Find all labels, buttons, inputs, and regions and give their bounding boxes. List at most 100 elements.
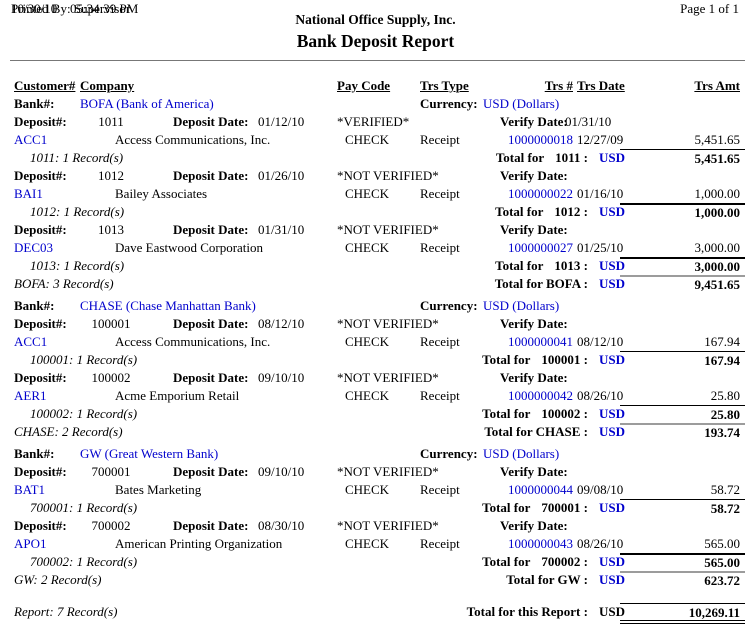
customer-company: Acme Emporium Retail xyxy=(115,388,240,403)
total-for-text: Total for xyxy=(482,406,531,421)
total-usd-link[interactable]: USD xyxy=(598,276,625,291)
deposit-total-row: 1013: 1 Record(s) Total for 1013 : USD 3… xyxy=(0,257,751,275)
customer-link[interactable]: ACC1 xyxy=(14,132,48,147)
trs-type: Receipt xyxy=(420,388,460,403)
trs-number-link[interactable]: 1000000027 xyxy=(508,240,573,255)
report-record-count: Report: 7 Record(s) xyxy=(14,604,118,619)
verify-status: *NOT VERIFIED* xyxy=(337,168,439,183)
bank-link[interactable]: GW (Great Western Bank) xyxy=(80,446,219,461)
trs-number-link[interactable]: 1000000044 xyxy=(508,482,573,497)
total-usd-link[interactable]: USD xyxy=(598,258,625,273)
trs-type: Receipt xyxy=(420,536,460,551)
trs-type: Receipt xyxy=(420,240,460,255)
total-for-text: Total for xyxy=(495,150,545,165)
print-date: 10/30/10 xyxy=(11,1,58,16)
deposit-number: 1012 xyxy=(98,168,124,183)
total-usd-link[interactable]: USD xyxy=(598,406,625,421)
print-time: 05:34:39 PM xyxy=(70,1,139,16)
bank-row: Bank#: CHASE (Chase Manhattan Bank) Curr… xyxy=(0,297,751,315)
total-usd-link[interactable]: USD xyxy=(598,352,625,367)
trs-type: Receipt xyxy=(420,334,460,349)
customer-company: Access Communications, Inc. xyxy=(115,132,271,147)
deposit-total-amount: 25.80 xyxy=(620,405,745,422)
deposit-date-label: Deposit Date: xyxy=(173,114,249,129)
deposit-header-row: Deposit#: 1012 Deposit Date: 01/26/10 *N… xyxy=(0,167,751,185)
deposit-total-label: Total for 700001 : USD xyxy=(482,501,625,515)
customer-link[interactable]: ACC1 xyxy=(14,334,48,349)
customer-link[interactable]: APO1 xyxy=(14,536,47,551)
total-deposit-num: 700002 : xyxy=(541,554,588,569)
total-usd-link[interactable]: USD xyxy=(598,150,625,165)
page-header: 10/30/10 05:34:39 PM National Office Sup… xyxy=(0,0,751,60)
report-total-double-rule xyxy=(620,620,745,624)
col-trs-type: Trs Type xyxy=(420,78,469,93)
page-number: Page 1 of 1 xyxy=(680,1,739,16)
trs-amount: 5,451.65 xyxy=(694,132,741,147)
currency-link[interactable]: USD (Dollars) xyxy=(483,298,560,313)
trs-date: 09/08/10 xyxy=(577,482,624,497)
bank-record-count: CHASE: 2 Record(s) xyxy=(14,424,123,439)
currency-link[interactable]: USD (Dollars) xyxy=(483,96,560,111)
deposit-number: 1011 xyxy=(98,114,124,129)
transaction-row: DEC03 Dave Eastwood Corporation CHECK Re… xyxy=(0,239,751,257)
verify-date-label: Verify Date: xyxy=(500,316,568,331)
customer-company: Dave Eastwood Corporation xyxy=(115,240,264,255)
customer-link[interactable]: DEC03 xyxy=(14,240,53,255)
total-for-report-text: Total for this Report : xyxy=(466,604,588,619)
deposit-total-amount: 5,451.65 xyxy=(620,149,745,166)
total-usd-link[interactable]: USD xyxy=(598,424,625,439)
trs-number-link[interactable]: 1000000018 xyxy=(508,132,573,147)
deposit-date-label: Deposit Date: xyxy=(173,518,249,533)
bank-link[interactable]: CHASE (Chase Manhattan Bank) xyxy=(80,298,256,313)
deposit-date: 09/10/10 xyxy=(258,464,305,479)
deposit-number: 700002 xyxy=(91,518,131,533)
col-customer: Customer# xyxy=(14,78,76,93)
trs-number-link[interactable]: 1000000043 xyxy=(508,536,573,551)
deposit-date: 01/12/10 xyxy=(258,114,305,129)
deposit-total-amount: 167.94 xyxy=(620,351,745,368)
deposit-header-row: Deposit#: 100001 Deposit Date: 08/12/10 … xyxy=(0,315,751,333)
customer-link[interactable]: BAI1 xyxy=(14,186,43,201)
trs-date: 12/27/09 xyxy=(577,132,624,147)
customer-link[interactable]: BAT1 xyxy=(14,482,46,497)
deposit-date-label: Deposit Date: xyxy=(173,464,249,479)
bank-label: Bank#: xyxy=(14,298,55,313)
deposit-total-row: 700002: 1 Record(s) Total for 700002 : U… xyxy=(0,553,751,571)
deposit-total-row: 100001: 1 Record(s) Total for 100001 : U… xyxy=(0,351,751,369)
total-usd-link[interactable]: USD xyxy=(598,500,625,515)
deposit-header-row: Deposit#: 1013 Deposit Date: 01/31/10 *N… xyxy=(0,221,751,239)
customer-link[interactable]: AER1 xyxy=(14,388,47,403)
trs-number-link[interactable]: 1000000042 xyxy=(508,388,573,403)
deposit-label: Deposit#: xyxy=(14,114,67,129)
total-usd-link[interactable]: USD xyxy=(598,204,625,219)
trs-number-link[interactable]: 1000000041 xyxy=(508,334,573,349)
pay-code: CHECK xyxy=(345,536,390,551)
col-trs-amt: Trs Amt xyxy=(694,78,740,93)
trs-date: 01/16/10 xyxy=(577,186,624,201)
transaction-row: ACC1 Access Communications, Inc. CHECK R… xyxy=(0,131,751,149)
trs-date: 08/26/10 xyxy=(577,388,624,403)
trs-type: Receipt xyxy=(420,186,460,201)
verify-date-label: Verify Date: xyxy=(500,114,568,129)
trs-number-link[interactable]: 1000000022 xyxy=(508,186,573,201)
bank-total-row: CHASE: 2 Record(s) Total for CHASE : USD… xyxy=(0,423,751,441)
deposit-total-label: Total for 1013 : USD xyxy=(495,259,625,273)
trs-amount: 25.80 xyxy=(710,388,740,403)
deposit-total-label: Total for 1011 : USD xyxy=(496,151,625,165)
deposit-number: 100002 xyxy=(91,370,131,385)
trs-amount: 58.72 xyxy=(710,482,740,497)
currency-link[interactable]: USD (Dollars) xyxy=(483,446,560,461)
deposit-record-count: 700001: 1 Record(s) xyxy=(30,500,138,515)
trs-type: Receipt xyxy=(420,482,460,497)
col-pay-code: Pay Code xyxy=(337,78,391,93)
deposit-label: Deposit#: xyxy=(14,168,67,183)
verify-date: 01/31/10 xyxy=(565,114,612,129)
customer-company: American Printing Organization xyxy=(115,536,283,551)
bank-link[interactable]: BOFA (Bank of America) xyxy=(80,96,214,111)
total-usd-link[interactable]: USD xyxy=(598,572,625,587)
total-usd-link[interactable]: USD xyxy=(598,554,625,569)
pay-code: CHECK xyxy=(345,186,390,201)
bank-total-amount: 193.74 xyxy=(620,423,745,440)
deposit-number: 700001 xyxy=(91,464,131,479)
deposit-label: Deposit#: xyxy=(14,222,67,237)
